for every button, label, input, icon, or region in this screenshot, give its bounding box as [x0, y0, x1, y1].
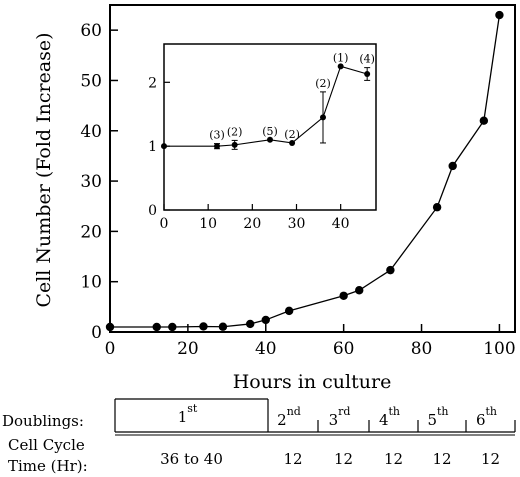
inset-n-label: (4) [359, 53, 375, 66]
inset-axis-ticks: 0 10 20 30 40 0 1 2 [148, 75, 350, 232]
cycle-time-value: 12 [283, 450, 302, 468]
doubling-ordinal: 1st [178, 402, 198, 426]
cycle-time-value: 12 [432, 450, 451, 468]
main-data-point [386, 265, 395, 275]
cycle-time-value: 36 to 40 [160, 450, 223, 468]
inset-x-tick-label: 20 [243, 216, 261, 232]
main-y-axis-title: Cell Number (Fold Increase) [33, 32, 55, 307]
main-x-tick-label: 20 [177, 339, 199, 359]
inset-data-point [364, 71, 371, 78]
main-y-tick-label: 40 [80, 122, 102, 142]
main-data-point [339, 291, 348, 300]
main-y-tick-label: 20 [80, 222, 102, 242]
main-data-point [261, 315, 270, 325]
doubling-ordinal: 3rd [329, 405, 351, 429]
inset-y-tick-label: 1 [148, 139, 157, 155]
main-x-tick-label: 40 [255, 339, 277, 359]
inset-n-label: (5) [262, 125, 278, 138]
main-data-point [168, 322, 177, 332]
doubling-ordinal: 6th [476, 405, 497, 429]
inset-series-line [161, 63, 371, 150]
inset-plot-frame [163, 43, 377, 211]
inset-data-point [161, 143, 167, 150]
doublings-table: 1st 36 to 40 2nd 12 3rd 12 4th 12 5th 12 6th 12 [114, 398, 516, 468]
main-data-point [448, 161, 457, 171]
inset-data-point [289, 139, 296, 146]
inset-n-label: (2) [284, 128, 300, 141]
inset-data-point [320, 114, 326, 121]
main-data-point [105, 322, 115, 332]
doubling-ordinal: 2nd [277, 405, 301, 429]
main-data-point [245, 319, 255, 329]
inset-n-label: (1) [333, 51, 349, 64]
inset-x-tick-label: 0 [160, 216, 169, 232]
doubling-ordinal: 5th [427, 405, 448, 429]
main-data-point [284, 306, 294, 316]
inset-n-label: (3) [209, 129, 225, 142]
inset-x-tick-label: 30 [288, 216, 306, 232]
inset-x-tick-label: 10 [199, 216, 217, 232]
main-data-point [495, 10, 504, 20]
main-data-point [355, 286, 364, 295]
main-plot-frame [109, 4, 516, 333]
doublings-label: Doublings: [2, 412, 84, 430]
cycle-time-value: 12 [334, 450, 353, 468]
main-y-tick-label: 60 [80, 21, 102, 41]
inset-x-tick-label: 40 [332, 216, 350, 232]
inset-sample-size-labels: (3) (2) (5) (2)(2)(1) (4) [209, 51, 375, 141]
main-data-point [218, 322, 228, 331]
main-series-line [105, 10, 504, 332]
inset-data-point [337, 63, 344, 70]
cell-cycle-label-line2: Time (Hr): [8, 457, 88, 475]
main-data-point [199, 322, 208, 331]
doubling-ordinal: 4th [379, 405, 400, 429]
cell-cycle-label-line1: Cell Cycle [8, 436, 85, 454]
inset-data-point [267, 136, 273, 143]
inset-data-point [214, 143, 220, 150]
main-y-tick-label: 50 [80, 71, 102, 91]
inset-n-label: (2) [315, 77, 331, 90]
inset-n-label: (2) [227, 125, 243, 138]
main-data-point [479, 116, 489, 125]
main-y-tick-label: 0 [91, 323, 102, 343]
main-x-axis-title: Hours in culture [233, 371, 392, 393]
main-x-tick-label: 100 [483, 339, 515, 359]
cycle-time-value: 12 [481, 450, 500, 468]
inset-y-tick-label: 0 [148, 203, 157, 219]
main-data-point [152, 322, 161, 332]
main-data-point [432, 203, 442, 212]
inset-data-point [231, 141, 238, 148]
inset-y-tick-label: 2 [148, 75, 157, 91]
main-x-tick-label: 60 [333, 339, 355, 359]
main-x-tick-label: 0 [105, 339, 116, 359]
main-y-tick-label: 10 [80, 273, 102, 293]
cycle-time-value: 12 [384, 450, 403, 468]
main-y-tick-label: 30 [80, 172, 102, 192]
main-x-tick-label: 80 [411, 339, 433, 359]
